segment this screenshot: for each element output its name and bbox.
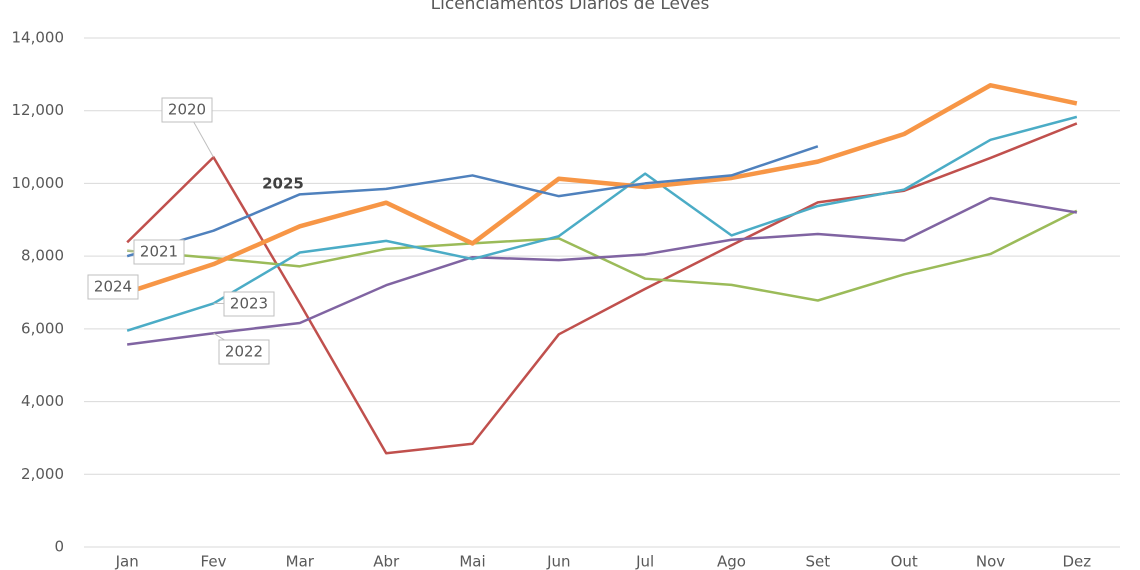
x-tick-label: Nov [976,553,1005,570]
y-tick-label: 14,000 [12,29,65,47]
series-label: 2025 [262,175,304,193]
y-tick-label: 6,000 [21,319,64,337]
y-tick-label: 0 [54,538,64,556]
callout-box [223,291,275,317]
series-label: 2022 [225,343,263,361]
y-tick-label: 12,000 [12,101,65,119]
x-tick-label: Fev [201,553,227,570]
x-tick-label: Mar [286,553,315,570]
series-line [126,145,819,258]
series-label: 2024 [94,278,132,296]
series-label: 2023 [230,295,268,313]
x-tick-label: Jul [635,553,654,570]
series-label: 2021 [140,243,178,261]
callout-box [161,97,213,123]
series-line [126,122,1078,455]
series-label: 2020 [168,101,206,119]
x-tick-label: Dez [1063,553,1092,570]
x-tick-label: Abr [373,553,400,570]
y-tick-label: 4,000 [21,392,64,410]
x-tick-label: Out [891,553,918,570]
series-line [127,196,1078,346]
x-tick-label: Jan [115,553,139,570]
y-tick-label: 2,000 [21,465,64,483]
x-tick-label: Jun [546,553,570,570]
callout-box [133,239,185,265]
y-tick-label: 10,000 [12,174,65,192]
series-line [126,115,1078,332]
x-tick-label: Set [806,553,831,570]
series-line [127,209,1078,302]
callout-box [87,274,139,300]
callout-box [218,339,270,365]
x-tick-label: Ago [717,553,746,570]
y-tick-label: 8,000 [21,247,64,265]
series-line [126,83,1078,295]
x-tick-label: Mai [459,553,485,570]
chart-title: Licenciamentos Diários de Leves [431,0,710,14]
